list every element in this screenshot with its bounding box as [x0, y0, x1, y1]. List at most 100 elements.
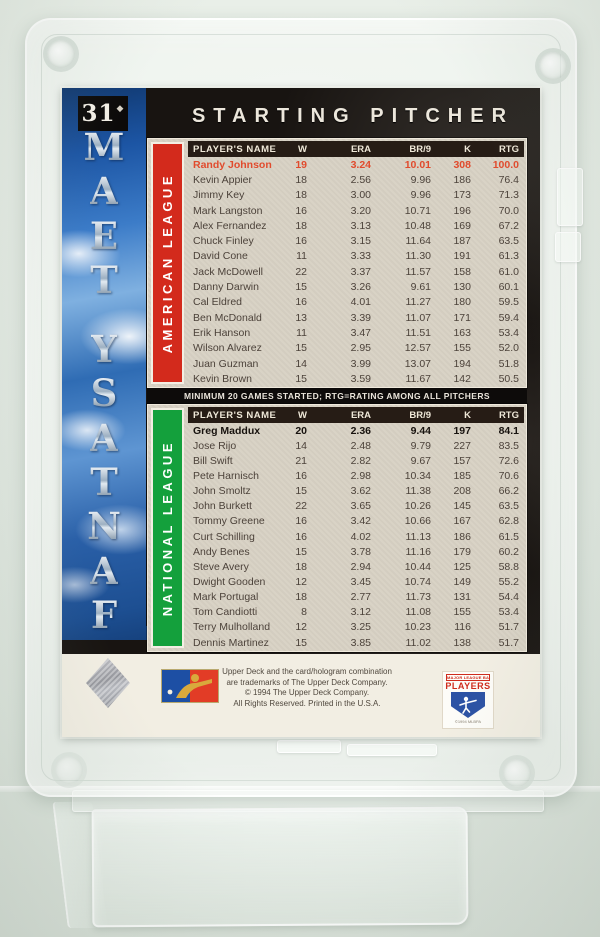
- player-era: 3.37: [350, 265, 371, 278]
- player-k: 196: [453, 204, 471, 217]
- player-wins: 18: [295, 219, 307, 232]
- table-row: Curt Schilling 16 4.02 11.13 186 61.5: [188, 529, 524, 544]
- player-k: 308: [453, 158, 471, 171]
- player-rtg: 62.8: [498, 515, 519, 528]
- player-name: Danny Darwin: [193, 281, 259, 294]
- table-row: Bill Swift 21 2.82 9.67 157 72.6: [188, 453, 524, 468]
- player-k: 186: [453, 530, 471, 543]
- player-br9: 11.51: [405, 326, 432, 339]
- player-br9: 10.34: [404, 469, 431, 482]
- player-br9: 11.27: [405, 296, 432, 309]
- player-rtg: 58.8: [498, 560, 519, 573]
- player-wins: 22: [295, 265, 307, 278]
- player-era: 3.00: [350, 189, 371, 202]
- american-league-table: PLAYER'S NAME W ERA BR/9 K RTG Randy Joh…: [188, 141, 524, 385]
- player-rtg: 61.3: [498, 250, 519, 263]
- player-br9: 11.07: [405, 311, 432, 324]
- player-wins: 8: [301, 606, 307, 619]
- table-header-row: PLAYER'S NAME W ERA BR/9 K RTG: [188, 407, 524, 423]
- table-row: John Smoltz 15 3.62 11.38 208 66.2: [188, 484, 524, 499]
- table-row: Mark Portugal 18 2.77 11.73 131 54.4: [188, 590, 524, 605]
- case-snap-top-right: [535, 48, 571, 84]
- table-row: Mark Langston 16 3.20 10.71 196 70.0: [188, 203, 524, 218]
- player-br9: 11.38: [405, 485, 432, 498]
- case-clip-right-2: [555, 232, 581, 262]
- player-wins: 16: [295, 204, 307, 217]
- player-era: 3.24: [350, 158, 371, 171]
- player-k: 185: [453, 469, 471, 482]
- player-name: David Cone: [193, 250, 248, 263]
- fantasy-letter: N: [87, 504, 121, 549]
- player-rtg: 59.5: [498, 296, 519, 309]
- player-k: 149: [453, 575, 471, 588]
- player-name: Dwight Gooden: [193, 575, 266, 588]
- table-row: Chuck Finley 16 3.15 11.64 187 63.5: [188, 233, 524, 248]
- player-rtg: 59.4: [498, 311, 519, 324]
- player-name: Juan Guzman: [193, 357, 259, 370]
- player-era: 3.33: [350, 250, 371, 263]
- player-rtg: 70.0: [498, 204, 519, 217]
- player-br9: 11.67: [405, 372, 432, 385]
- table-row: Dwight Gooden 12 3.45 10.74 149 55.2: [188, 574, 524, 589]
- player-rtg: 67.2: [498, 219, 519, 232]
- player-k: 142: [453, 372, 471, 385]
- mlbpa-players-text: PLAYERS: [445, 681, 491, 691]
- player-era: 3.47: [350, 326, 371, 339]
- player-name: Terry Mulholland: [193, 621, 271, 634]
- player-name: Kevin Appier: [193, 173, 252, 186]
- player-name: Greg Maddux: [193, 424, 261, 437]
- copyright-line-2: are trademarks of The Upper Deck Company…: [226, 677, 388, 687]
- mlbpa-header-text: MAJOR LEAGUE BASEBALL: [446, 674, 490, 681]
- player-k: 194: [453, 357, 471, 370]
- player-wins: 11: [296, 250, 307, 263]
- fantasy-letter: M: [83, 125, 125, 169]
- player-wins: 15: [295, 342, 307, 355]
- table-row: Kevin Appier 18 2.56 9.96 186 76.4: [188, 172, 524, 187]
- player-wins: 18: [295, 189, 307, 202]
- player-wins: 18: [295, 560, 307, 573]
- player-name: Randy Johnson: [193, 158, 272, 171]
- fantasy-letter: F: [90, 592, 118, 637]
- player-wins: 14: [295, 439, 307, 452]
- case-snap-top-left: [43, 36, 79, 72]
- player-k: 130: [453, 281, 471, 294]
- player-wins: 21: [295, 454, 307, 467]
- col-k: K: [464, 409, 471, 421]
- player-wins: 12: [295, 621, 307, 634]
- player-rtg: 60.1: [498, 281, 519, 294]
- american-league-label: AMERICAN LEAGUE: [160, 172, 175, 354]
- table-row: Andy Benes 15 3.78 11.16 179 60.2: [188, 544, 524, 559]
- player-rtg: 61.5: [498, 530, 519, 543]
- player-name: Wilson Alvarez: [193, 342, 262, 355]
- american-league-strip: AMERICAN LEAGUE: [151, 142, 184, 384]
- player-rtg: 84.1: [498, 424, 519, 437]
- player-rtg: 72.6: [498, 454, 519, 467]
- player-k: 169: [453, 219, 471, 232]
- national-league-table: PLAYER'S NAME W ERA BR/9 K RTG Greg Madd…: [188, 407, 524, 649]
- player-k: 138: [453, 636, 471, 649]
- player-wins: 15: [295, 485, 307, 498]
- player-k: 191: [453, 250, 471, 263]
- table-row: Randy Johnson 19 3.24 10.01 308 100.0: [188, 157, 524, 172]
- col-rtg: RTG: [498, 143, 519, 155]
- player-wins: 19: [295, 158, 307, 171]
- national-league-panel: NATIONAL LEAGUE PLAYER'S NAME W ERA BR/9…: [147, 404, 527, 652]
- player-rtg: 50.5: [498, 372, 519, 385]
- player-rtg: 60.2: [498, 545, 519, 558]
- case-clip-right-1: [557, 168, 583, 226]
- player-era: 2.77: [350, 591, 371, 604]
- table-row: Jack McDowell 22 3.37 11.57 158 61.0: [188, 264, 524, 279]
- player-br9: 11.16: [405, 545, 432, 558]
- player-name: Curt Schilling: [193, 530, 255, 543]
- player-name: Mark Portugal: [193, 591, 259, 604]
- card-number: 31 ◆: [78, 96, 128, 131]
- mlb-logo-icon: [162, 670, 218, 702]
- player-era: 2.56: [350, 173, 371, 186]
- col-br9: BR/9: [409, 409, 431, 421]
- player-br9: 10.01: [404, 158, 431, 171]
- sky-photo-strip: [62, 88, 146, 640]
- player-wins: 16: [295, 515, 307, 528]
- player-name: Jimmy Key: [193, 189, 245, 202]
- table-row: David Cone 11 3.33 11.30 191 61.3: [188, 249, 524, 264]
- player-br9: 11.13: [405, 530, 432, 543]
